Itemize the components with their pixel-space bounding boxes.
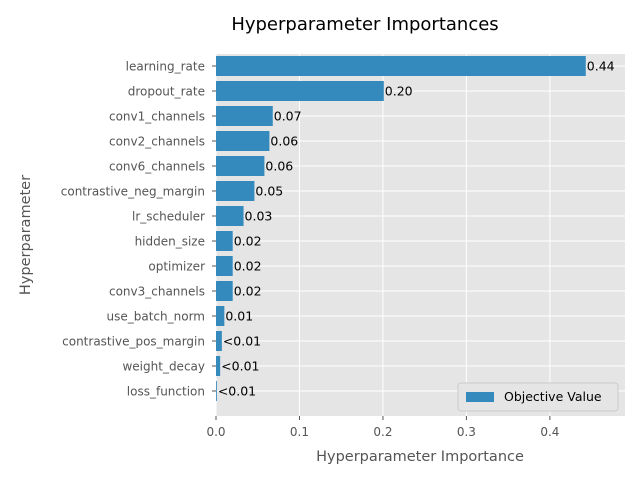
y-tick-label: conv2_channels [109,135,205,149]
x-tick-label: 0.1 [290,425,309,439]
legend-swatch [466,392,494,402]
data-label: 0.06 [265,159,293,174]
bar-learning_rate [216,56,586,76]
x-axis-title: Hyperparameter Importance [316,449,524,465]
y-tick-labels: learning_rate dropout_rate conv1_channelsc… [61,60,216,399]
bar-loss_function [216,381,217,401]
y-tick-label: weight_decay [122,360,205,374]
data-label: 0.07 [274,109,302,124]
x-tick-label: 0.2 [373,425,392,439]
y-tick-label: hidden_size [135,235,205,249]
legend: Objective Value [457,382,619,412]
y-tick-label: contrastive_neg_margin [61,185,205,199]
data-label: 0.03 [245,209,273,224]
data-label: 0.05 [255,184,283,199]
y-tick-label: contrastive_pos_margin [62,335,205,349]
data-label: 0.44 [587,59,615,74]
y-tick-label: lr_scheduler [132,210,205,224]
bar-use_batch_norm [216,306,225,326]
y-tick-label: dropout_rate [128,85,205,99]
y-tick-label: optimizer [148,260,205,274]
x-tick-label: 0.3 [457,425,476,439]
bar-weight_decay [216,356,221,376]
bar-conv2_channels [216,131,270,151]
data-label: <0.01 [218,384,256,399]
bar-contrastive_pos_margin [216,331,222,351]
data-label: <0.01 [223,334,261,349]
data-label: 0.02 [234,284,262,299]
x-tick-label: 0.0 [206,425,225,439]
data-label: 0.01 [225,309,253,324]
legend-label: Objective Value [504,389,602,404]
data-label: 0.06 [270,134,298,149]
data-label: 0.20 [385,84,413,99]
y-tick-label: learning_rate [126,60,205,74]
bar-conv3_channels [216,281,233,301]
data-label: 0.02 [234,234,262,249]
bar-hidden_size [216,231,233,251]
bar-dropout_rate [216,81,384,101]
bar-conv1_channels [216,106,273,126]
y-tick-label: loss_function [127,385,205,399]
bar-optimizer [216,256,233,276]
bar-conv6_channels [216,156,265,176]
plot-area [216,54,625,416]
x-tick-label: 0.4 [540,425,559,439]
bar-contrastive_neg_margin [216,181,255,201]
x-tick-labels: 0.0 0.1 0.2 0.3 0.4 [206,416,559,439]
data-label: 0.02 [234,259,262,274]
data-labels: 0.44 0.20 0.07 0.06 0.06 0.05 0.03 0.02 0.02 0.02… [218,59,615,399]
y-axis-title: Hyperparameter [18,175,34,295]
legend-box [457,382,619,412]
y-tick-label: conv1_channels [109,110,205,124]
bar-lr_scheduler [216,206,244,226]
chart-title: Hyperparameter Importances [231,14,498,35]
y-tick-label: conv6_channels [109,160,205,174]
y-tick-label: conv3_channels [109,285,205,299]
bars [216,56,586,401]
y-tick-label: use_batch_norm [107,310,205,324]
data-label: <0.01 [221,359,259,374]
